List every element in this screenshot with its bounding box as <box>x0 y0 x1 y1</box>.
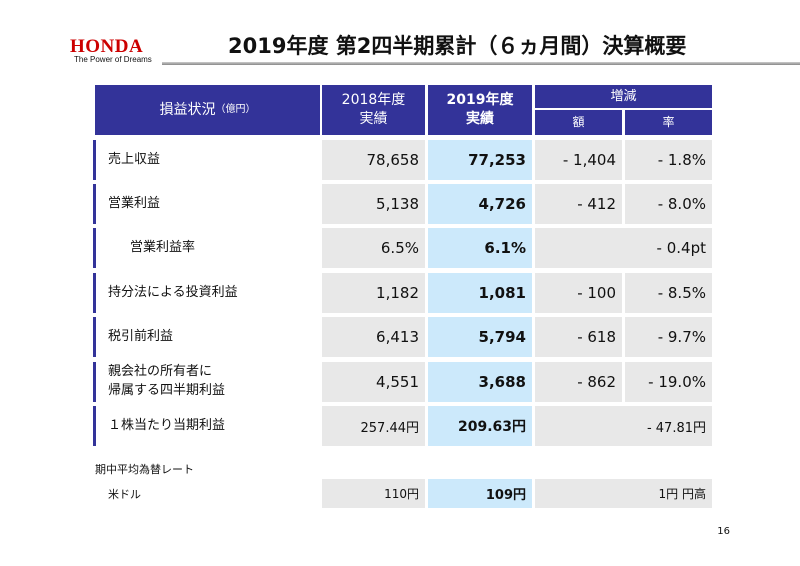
header-prev: 2018年度 実績 <box>322 85 425 135</box>
title-divider <box>162 62 800 65</box>
row-prev: 6,413 <box>322 317 425 357</box>
row-curr: 1,081 <box>428 273 532 313</box>
fx-prev: 110円 <box>322 479 425 508</box>
row-amount: - 862 <box>535 362 622 402</box>
header-curr-year: 2019年度 <box>446 92 514 109</box>
row-label-text: １株当たり当期利益 <box>108 417 226 433</box>
row-amount: - 618 <box>535 317 622 357</box>
header-unit: （億円） <box>215 104 256 116</box>
row-label: １株当たり当期利益 <box>93 406 318 446</box>
row-label: 売上収益 <box>93 140 318 180</box>
row-rate: - 8.5% <box>625 273 712 313</box>
row-prev: 1,182 <box>322 273 425 313</box>
header-change: 増減 <box>535 85 712 108</box>
honda-logo: HONDA <box>70 36 144 57</box>
row-label: 税引前利益 <box>93 317 318 357</box>
row-curr: 5,794 <box>428 317 532 357</box>
row-rate: - 8.0% <box>625 184 712 224</box>
row-label-text: 営業利益 <box>108 195 161 211</box>
row-curr: 4,726 <box>428 184 532 224</box>
row-rate: - 1.8% <box>625 140 712 180</box>
row-label: 持分法による投資利益 <box>93 273 318 313</box>
row-amount: - 100 <box>535 273 622 313</box>
header-prev-actual: 実績 <box>359 111 388 127</box>
row-prev: 78,658 <box>322 140 425 180</box>
header-label-text: 損益状況 <box>159 101 216 118</box>
row-label-text: 持分法による投資利益 <box>108 284 238 300</box>
logo-tagline: The Power of Dreams <box>74 55 152 64</box>
row-label-text: 税引前利益 <box>108 328 174 344</box>
row-label: 営業利益 <box>93 184 318 224</box>
row-amount: - 412 <box>535 184 622 224</box>
header-amount: 額 <box>535 110 622 135</box>
row-label: 親会社の所有者に 帰属する四半期利益 <box>93 362 318 402</box>
fx-curr: 109円 <box>428 479 532 508</box>
row-curr: 3,688 <box>428 362 532 402</box>
header-curr-actual: 実績 <box>466 111 494 127</box>
row-label-text: 親会社の所有者に 帰属する四半期利益 <box>108 364 226 398</box>
row-label-text: 営業利益率 <box>130 239 196 255</box>
page-number: 16 <box>717 526 730 537</box>
header-label: 損益状況 （億円） <box>95 85 320 135</box>
header-curr: 2019年度 実績 <box>428 85 532 135</box>
row-rate: - 47.81円 <box>535 406 712 446</box>
header-prev-year: 2018年度 <box>341 92 406 109</box>
row-rate: - 19.0% <box>625 362 712 402</box>
header-rate: 率 <box>625 110 712 135</box>
row-curr: 6.1% <box>428 228 532 268</box>
row-curr: 77,253 <box>428 140 532 180</box>
row-prev: 4,551 <box>322 362 425 402</box>
page-title: 2019年度 第2四半期累計（６ヵ月間）決算概要 <box>228 34 687 58</box>
fx-change: 1円 円高 <box>535 479 712 508</box>
row-prev: 257.44円 <box>322 406 425 446</box>
row-label-text: 売上収益 <box>108 151 161 167</box>
row-rate: - 0.4pt <box>535 228 712 268</box>
row-prev: 5,138 <box>322 184 425 224</box>
fx-label: 米ドル <box>108 488 141 501</box>
fx-heading: 期中平均為替レート <box>95 463 194 476</box>
row-label: 営業利益率 <box>93 228 318 268</box>
row-prev: 6.5% <box>322 228 425 268</box>
row-rate: - 9.7% <box>625 317 712 357</box>
row-amount: - 1,404 <box>535 140 622 180</box>
row-curr: 209.63円 <box>428 406 532 446</box>
